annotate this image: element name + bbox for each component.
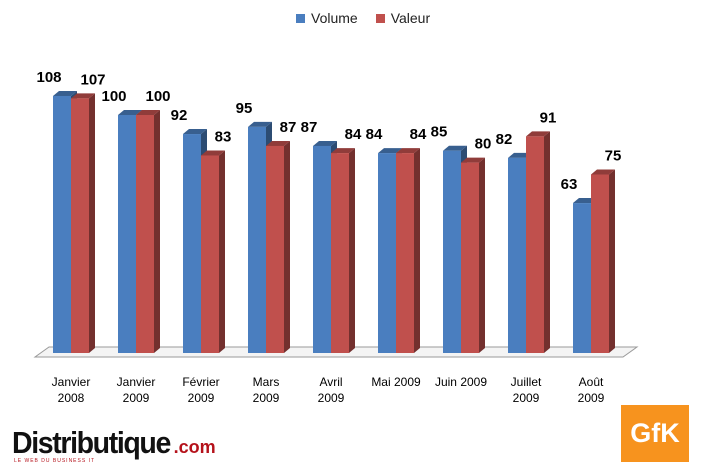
distributique-logo-tagline: LE WEB DU BUSINESS IT	[14, 458, 96, 464]
bar-volume-8	[573, 203, 591, 353]
bar-valeur-5	[396, 153, 414, 353]
bar-top-valeur-3	[266, 140, 290, 146]
category-label-line1: Avril	[319, 375, 343, 389]
bar-side-valeur-2	[219, 150, 225, 353]
bar-volume-4	[313, 145, 331, 353]
data-label-valeur-6: 80	[475, 136, 492, 153]
gfk-logo: GfK	[621, 405, 689, 462]
legend-label-valeur: Valeur	[390, 10, 431, 26]
distributique-logo: Distributique .com LE WEB DU BUSINESS IT	[12, 425, 216, 464]
bar-side-valeur-7	[544, 131, 550, 353]
bar-valeur-2	[201, 155, 219, 353]
bar-top-volume-6	[443, 145, 467, 151]
data-label-valeur-4: 84	[345, 126, 362, 143]
legend-item-valeur: Valeur	[375, 10, 431, 26]
category-label-line1: Mars	[252, 375, 280, 389]
category-label-line2: 2009	[187, 391, 215, 405]
category-label-line1: Août	[578, 375, 604, 389]
category-label-line1: Juillet	[510, 375, 542, 389]
category-label-line2: 2008	[57, 391, 85, 405]
category-label: Juin 2009	[426, 374, 496, 390]
data-label-volume-2: 92	[171, 107, 188, 124]
bar-volume-6	[443, 150, 461, 353]
category-label-line2: 2009	[252, 391, 280, 405]
bar-top-valeur-5	[396, 148, 420, 154]
data-label-valeur-1: 100	[145, 88, 170, 105]
bar-valeur-4	[331, 153, 349, 353]
category-label-line2: 2009	[512, 391, 540, 405]
category-label-line1: Janvier	[116, 375, 156, 389]
data-label-valeur-5: 84	[410, 126, 427, 143]
bar-side-valeur-3	[284, 140, 290, 353]
data-label-valeur-3: 87	[280, 119, 297, 136]
bar-top-valeur-6	[461, 157, 485, 163]
data-label-valeur-8: 75	[605, 148, 622, 165]
category-label: Août 2009	[556, 374, 626, 406]
bar-volume-1	[118, 115, 136, 353]
bar-side-valeur-5	[414, 148, 420, 353]
category-label-line1: Février	[182, 375, 220, 389]
bar-valeur-7	[526, 136, 544, 353]
category-label: Juillet 2009	[491, 374, 561, 406]
bar-valeur-6	[461, 162, 479, 353]
category-label: Avril 2009	[296, 374, 366, 406]
bar-valeur-1	[136, 115, 154, 353]
bar-volume-2	[183, 134, 201, 353]
data-label-valeur-0: 107	[80, 71, 105, 88]
bar-top-valeur-0	[71, 93, 95, 99]
bar-top-valeur-7	[526, 131, 550, 137]
bar-top-valeur-2	[201, 150, 225, 156]
distributique-logo-suffix: .com	[173, 437, 216, 457]
bar-top-volume-1	[118, 110, 142, 115]
category-label: Janvier 2009	[101, 374, 171, 406]
category-label: Janvier 2008	[36, 374, 106, 406]
bar-volume-0	[53, 95, 71, 354]
distributique-logo-main: Distributique	[12, 425, 171, 460]
category-label-line1: Juin 2009	[434, 375, 488, 389]
bar-top-volume-0	[53, 90, 77, 96]
data-label-valeur-2: 83	[215, 128, 232, 145]
bar-side-valeur-4	[349, 148, 355, 353]
bar-top-volume-3	[248, 121, 272, 127]
category-label-line2: 2009	[317, 391, 345, 405]
data-label-volume-3: 95	[236, 100, 253, 117]
category-label: Mars 2009	[231, 374, 301, 406]
data-label-valeur-7: 91	[540, 109, 557, 126]
bar-volume-7	[508, 157, 526, 353]
data-label-volume-0: 108	[36, 69, 61, 86]
category-label-line1: Mai 2009	[371, 375, 421, 389]
data-label-volume-1: 100	[101, 88, 126, 105]
bar-side-valeur-0	[89, 93, 95, 353]
bar-top-volume-4	[313, 140, 337, 146]
bar-top-valeur-1	[136, 110, 160, 115]
bar-valeur-3	[266, 145, 284, 353]
legend-swatch-volume	[296, 13, 305, 23]
chart-legend: Volume Valeur	[296, 10, 430, 26]
bar-top-valeur-4	[331, 148, 355, 154]
bar-volume-3	[248, 126, 266, 354]
bar-valeur-0	[71, 98, 89, 353]
legend-swatch-valeur	[375, 13, 385, 23]
category-label-line2: 2009	[122, 391, 150, 405]
data-label-volume-4: 87	[301, 119, 318, 136]
category-label: Mai 2009	[361, 374, 431, 390]
data-label-volume-6: 85	[431, 124, 448, 141]
data-label-volume-5: 84	[366, 126, 383, 143]
bar-volume-5	[378, 153, 396, 353]
bar-side-valeur-6	[479, 157, 485, 353]
bar-top-volume-2	[183, 129, 207, 135]
bar-top-volume-5	[378, 148, 402, 154]
data-label-volume-7: 82	[496, 131, 513, 148]
bar-top-valeur-8	[591, 169, 615, 175]
data-label-volume-8: 63	[561, 176, 578, 193]
category-label: Février 2009	[166, 374, 236, 406]
legend-item-volume: Volume	[296, 10, 358, 26]
category-label-line1: Janvier	[51, 375, 91, 389]
bar-side-valeur-8	[609, 169, 615, 353]
bar-valeur-8	[591, 174, 609, 353]
bar-side-valeur-1	[154, 110, 160, 353]
category-label-line2: 2009	[577, 391, 605, 405]
legend-label-volume: Volume	[311, 10, 358, 26]
